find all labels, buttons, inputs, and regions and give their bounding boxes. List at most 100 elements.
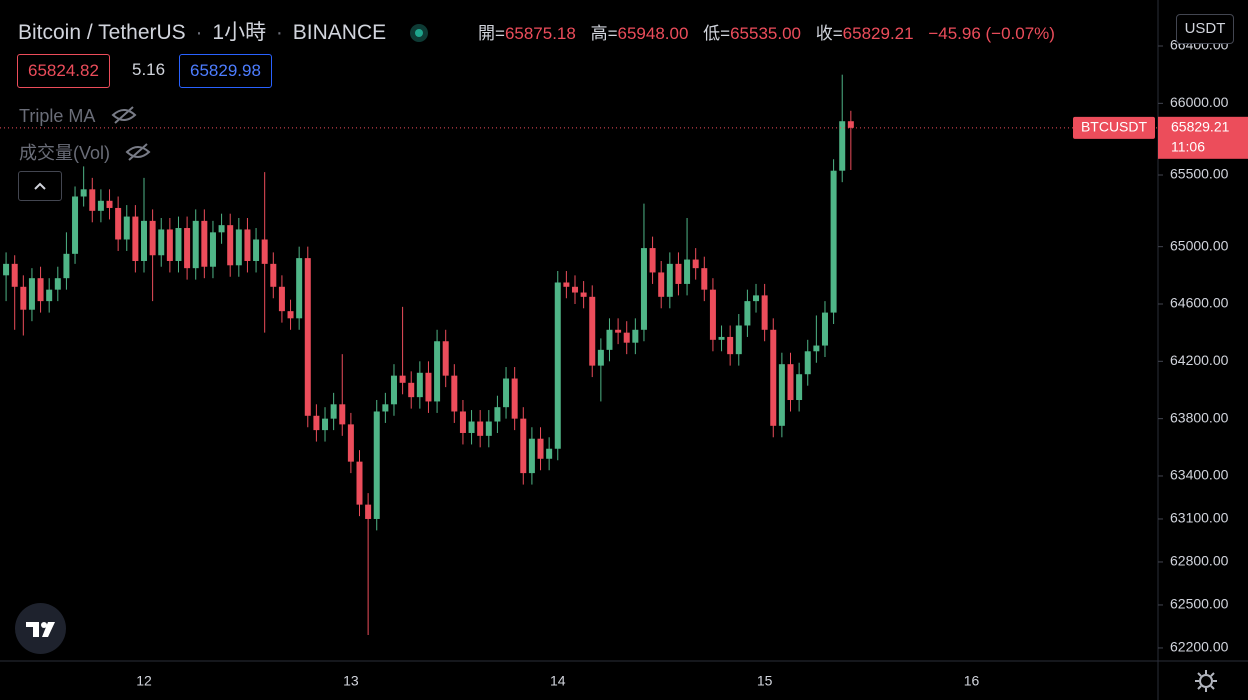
candle-body [63, 253, 70, 279]
candle-body [701, 268, 708, 290]
candle-body [554, 282, 561, 449]
y-tick-label: 64200.00 [1170, 352, 1229, 368]
indicator[interactable]: 成交量(Vol) [19, 139, 151, 165]
candle-body [382, 404, 389, 412]
candle-body [356, 461, 363, 505]
symbol: Bitcoin / TetherUS [18, 21, 186, 44]
candle-body [813, 345, 820, 352]
candle-body [718, 336, 725, 340]
candle-body [97, 200, 104, 211]
x-tick-label: 15 [757, 673, 773, 689]
hidden-icon[interactable] [125, 142, 151, 162]
indicator[interactable]: Triple MA [19, 102, 137, 127]
candle-body [839, 121, 846, 171]
y-tick-label: 63800.00 [1170, 409, 1229, 425]
y-tick-label: 62800.00 [1170, 553, 1229, 569]
candle-body [804, 351, 811, 375]
candle-body [408, 382, 415, 398]
chevron [34, 182, 46, 190]
hidden-icon[interactable] [111, 105, 137, 125]
indicator-name: 成交量(Vol) [19, 143, 111, 163]
indicator-name: Triple MA [19, 106, 95, 126]
candle-body [158, 229, 165, 256]
candle-body [132, 216, 139, 261]
ohlc-value: 65875.18 [504, 24, 576, 43]
candle-body [796, 374, 803, 401]
candle-body [166, 229, 173, 261]
candle-body [770, 329, 777, 426]
candle-body [399, 375, 406, 383]
candle-body [89, 189, 96, 211]
candle-body [675, 263, 682, 284]
candle-body [11, 263, 18, 287]
candle-body [149, 220, 156, 256]
candle-body [520, 418, 527, 474]
y-tick-label: 62500.00 [1170, 596, 1229, 612]
candle-body [54, 278, 61, 290]
candle-body [270, 263, 277, 287]
candle-body [434, 341, 441, 402]
candle-body [322, 418, 329, 431]
candle-body [175, 228, 182, 261]
candle-body [684, 259, 691, 284]
price-tag [1158, 116, 1248, 159]
candle-body [589, 296, 596, 366]
symbol-tag-label: BTCUSDT [1081, 119, 1148, 135]
candle-body [632, 329, 639, 343]
settings-icon[interactable] [1193, 668, 1219, 694]
candle-body [485, 421, 492, 436]
ohlc-label: 收= [815, 24, 843, 43]
logo-mark [26, 622, 55, 637]
candle-body [623, 332, 630, 343]
candle-body [451, 375, 458, 412]
candle-body [744, 301, 751, 326]
sep: · [275, 21, 283, 44]
candle-body [468, 421, 475, 433]
candle-body [735, 325, 742, 355]
tv-logo[interactable] [15, 603, 66, 654]
candle-body [753, 295, 760, 302]
price-tag-countdown: 11:06 [1171, 139, 1205, 155]
y-tick-label: 63400.00 [1170, 467, 1229, 483]
candle-body [192, 220, 199, 269]
candle-body [227, 225, 234, 266]
ohlc-label: 高= [590, 24, 618, 43]
candle-body [330, 404, 337, 419]
candle-body [640, 248, 647, 330]
currency-button[interactable]: USDT [1176, 14, 1234, 44]
ohlc-value: 65829.21 [842, 24, 914, 43]
candle-body [390, 375, 397, 405]
ohlc-value: 65535.00 [730, 24, 801, 43]
candle-body [580, 292, 587, 297]
bid-button[interactable]: 65824.82 [17, 54, 110, 88]
candle-body [218, 225, 225, 233]
x-tick-label: 16 [964, 673, 980, 689]
candle-body [416, 372, 423, 398]
ohlc-label: 低= [703, 24, 731, 43]
candle-body [692, 259, 699, 269]
candle-body [347, 424, 354, 462]
candle-body [477, 421, 484, 436]
sep: · [195, 21, 203, 44]
candle-body [709, 289, 716, 340]
collapse-button[interactable] [18, 171, 62, 201]
candle-body [287, 311, 294, 319]
candle-body [528, 438, 535, 474]
x-tick-label: 13 [343, 673, 359, 689]
candle-body [115, 207, 122, 240]
candle-body [761, 295, 768, 330]
candle-body [296, 258, 303, 319]
candle-body [201, 220, 208, 267]
y-tick-label: 64600.00 [1170, 295, 1229, 311]
candle-body [606, 329, 613, 350]
candle-body [141, 220, 147, 261]
candle-body [184, 228, 191, 269]
candle-body [244, 229, 251, 261]
interval[interactable]: 1小時 [212, 21, 267, 44]
candle-body [3, 263, 10, 276]
candle-body [365, 504, 372, 519]
ask-button[interactable]: 65829.98 [179, 54, 272, 88]
